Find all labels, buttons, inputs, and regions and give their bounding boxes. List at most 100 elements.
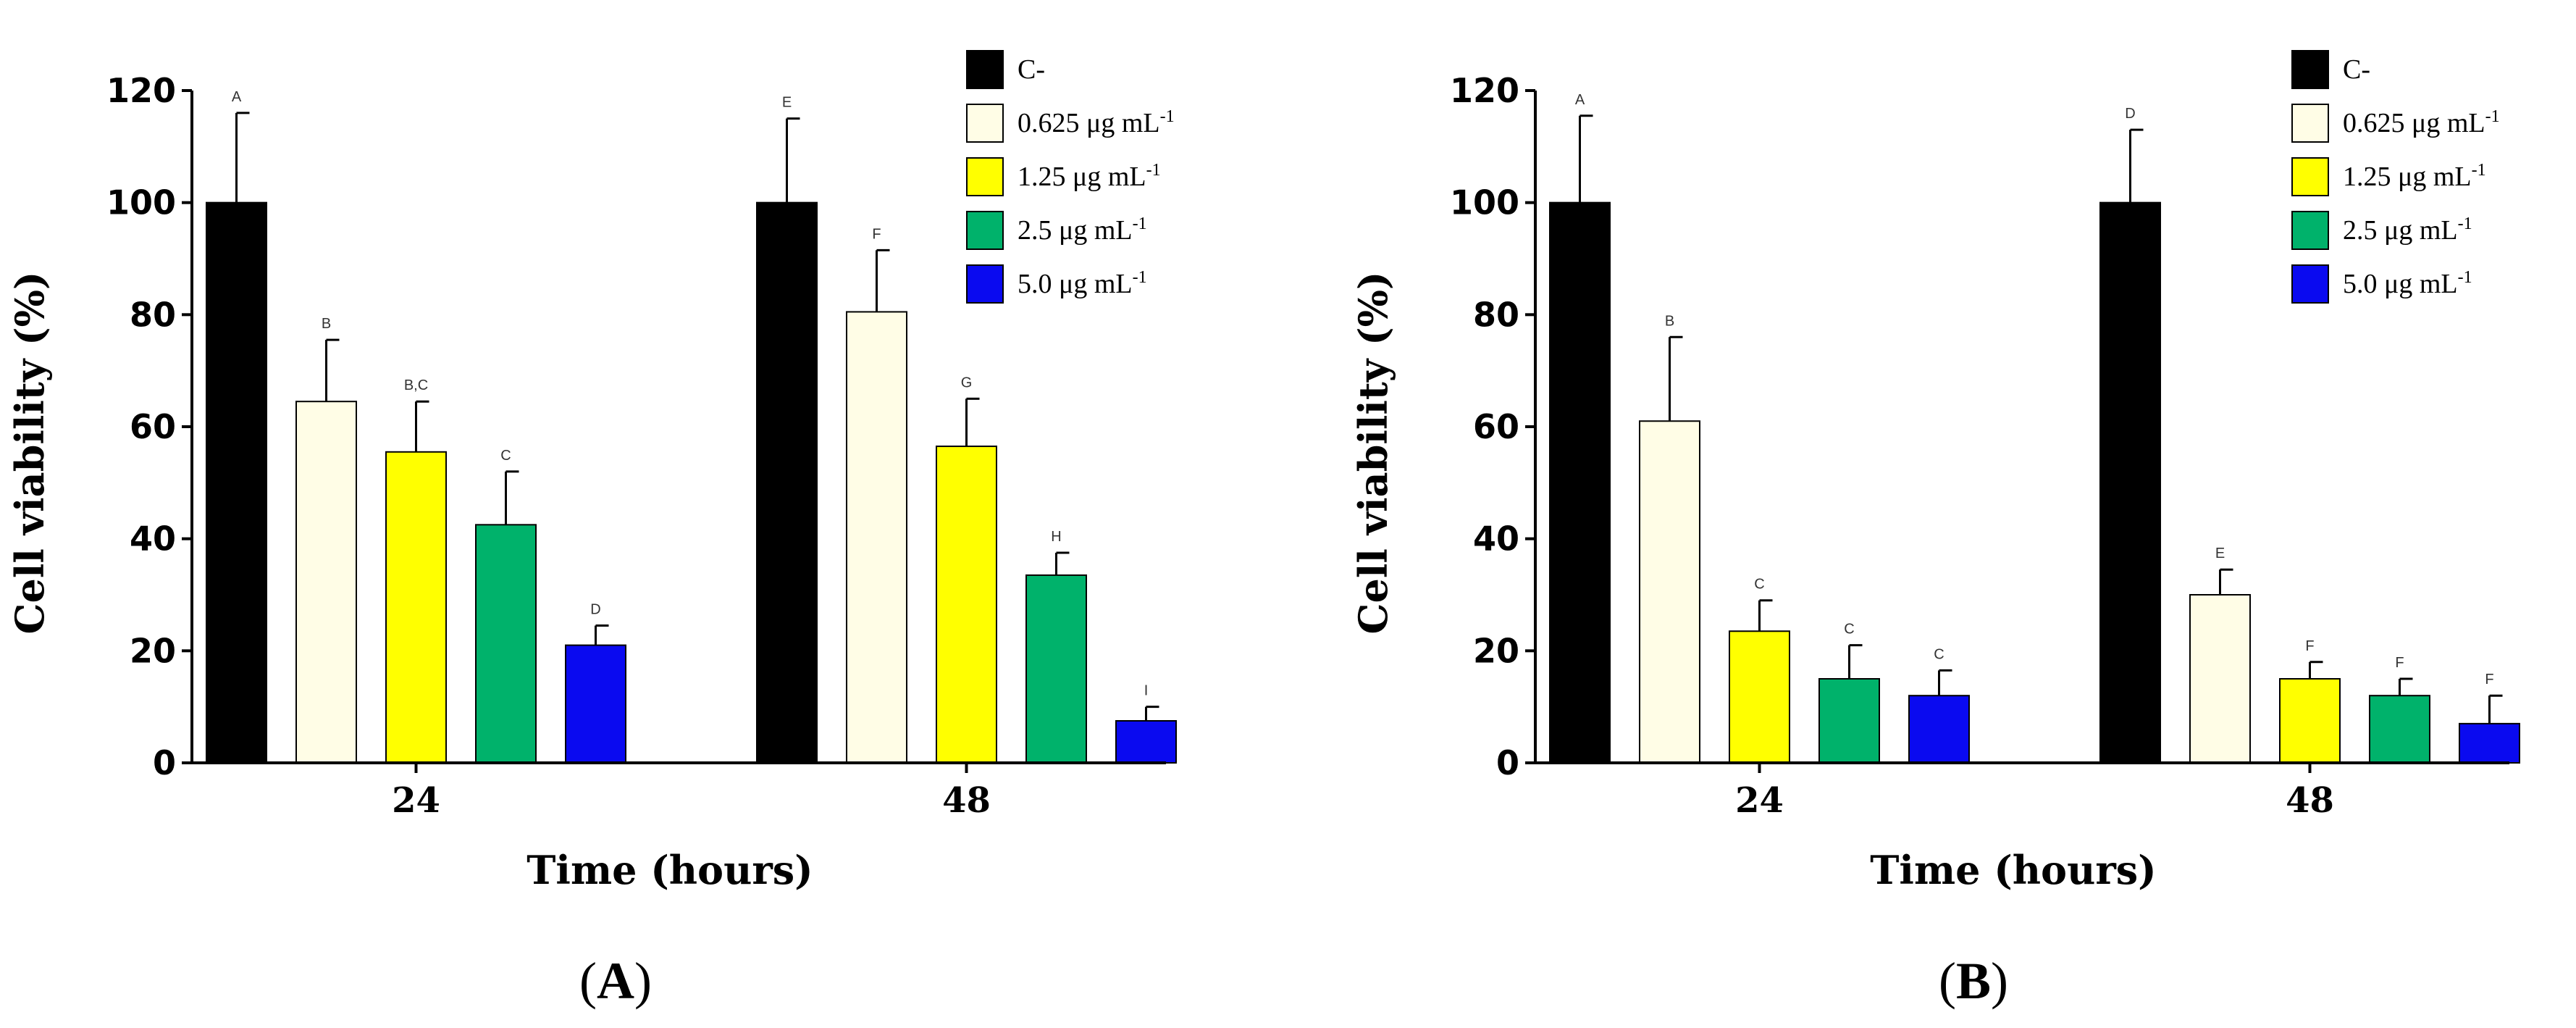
legend-swatch bbox=[966, 157, 1004, 196]
y-tick-label: 100 bbox=[1450, 183, 1519, 222]
x-axis-title-b: Time (hours) bbox=[1870, 847, 2156, 893]
significance-letter: H bbox=[1051, 529, 1061, 545]
legend-label-text: 5.0 μg mL bbox=[2343, 269, 2458, 299]
bar bbox=[2459, 722, 2520, 764]
significance-letter: C bbox=[500, 448, 511, 464]
legend-superscript: -1 bbox=[2472, 161, 2486, 180]
bar bbox=[295, 401, 357, 764]
bar bbox=[846, 311, 907, 764]
legend-label-text: C- bbox=[2343, 54, 2370, 85]
legend-label-text: 0.625 μg mL bbox=[2343, 108, 2485, 138]
legend-label: 0.625 μg mL-1 bbox=[1018, 107, 1175, 138]
legend-swatch bbox=[966, 264, 1004, 304]
significance-letter: E bbox=[782, 95, 792, 111]
bar bbox=[2099, 201, 2161, 764]
y-tick-label: 80 bbox=[130, 295, 176, 334]
bar bbox=[756, 201, 818, 764]
panel-letter-a: A bbox=[597, 952, 634, 1010]
significance-letter: B bbox=[1665, 313, 1674, 329]
bar bbox=[1639, 420, 1700, 764]
y-tick-label: 60 bbox=[130, 407, 176, 446]
legend-superscript: -1 bbox=[1146, 161, 1161, 180]
significance-letter: B,C bbox=[404, 377, 428, 393]
y-tick-label: 40 bbox=[1473, 519, 1519, 559]
legend-superscript: -1 bbox=[1133, 214, 1147, 233]
y-axis-title-b: Cell viability (%) bbox=[1350, 272, 1396, 635]
legend-label: 1.25 μg mL-1 bbox=[2343, 161, 2486, 192]
x-tick-label: 24 bbox=[392, 780, 440, 821]
bar bbox=[565, 644, 626, 764]
x-tick-label: 48 bbox=[2286, 780, 2334, 821]
significance-letter: I bbox=[1144, 683, 1149, 699]
significance-letter: G bbox=[961, 375, 973, 390]
significance-letter: D bbox=[2125, 106, 2135, 122]
significance-letter: D bbox=[590, 602, 600, 618]
significance-letter: C bbox=[1754, 577, 1764, 593]
bar bbox=[385, 451, 447, 764]
panel-label-a: (A) bbox=[579, 952, 652, 1010]
significance-letter: C bbox=[1844, 622, 1854, 638]
legend-swatch bbox=[2291, 50, 2329, 89]
significance-letter: A bbox=[232, 89, 242, 105]
significance-letter: A bbox=[1575, 92, 1585, 108]
y-tick-label: 120 bbox=[106, 71, 176, 110]
legend-label: 2.5 μg mL-1 bbox=[1018, 214, 1147, 246]
panel-label-b: (B) bbox=[1939, 952, 2008, 1010]
legend-a: C-0.625 μg mL-11.25 μg mL-12.5 μg mL-15.… bbox=[966, 50, 1175, 304]
legend-label: C- bbox=[2343, 54, 2370, 85]
significance-letter: F bbox=[2485, 672, 2493, 688]
bar bbox=[936, 446, 997, 764]
panel-letter-b: B bbox=[1956, 952, 1991, 1010]
legend-superscript: -1 bbox=[2458, 268, 2472, 287]
legend-superscript: -1 bbox=[2458, 214, 2472, 233]
bar bbox=[475, 524, 537, 764]
y-tick-label: 80 bbox=[1473, 295, 1519, 334]
legend-label: 5.0 μg mL-1 bbox=[1018, 268, 1147, 299]
x-tick-label: 48 bbox=[942, 780, 991, 821]
y-tick-label: 0 bbox=[153, 743, 176, 782]
bar bbox=[1729, 630, 1790, 764]
legend-label-text: 1.25 μg mL bbox=[2343, 162, 2472, 192]
significance-letter: F bbox=[2305, 638, 2314, 654]
legend-label-text: 0.625 μg mL bbox=[1018, 108, 1160, 138]
legend-swatch bbox=[2291, 104, 2329, 143]
significance-letter: B bbox=[322, 316, 331, 332]
legend-label-text: 1.25 μg mL bbox=[1018, 162, 1146, 192]
y-tick-label: 0 bbox=[1496, 743, 1519, 782]
legend-label-text: 5.0 μg mL bbox=[1018, 269, 1133, 299]
legend-label-text: 2.5 μg mL bbox=[2343, 215, 2458, 246]
legend-swatch bbox=[2291, 264, 2329, 304]
y-tick-label: 20 bbox=[130, 631, 176, 670]
legend-superscript: -1 bbox=[1133, 268, 1147, 287]
legend-label: 0.625 μg mL-1 bbox=[2343, 107, 2500, 138]
plot-a: 0 20 40 60 80 100 120 A B B,C C D 24 E F G H I 48 bbox=[106, 71, 1177, 821]
y-tick-label: 40 bbox=[130, 519, 176, 559]
panel-a: Cell viability (%) Time (hours) (A) C- 0.… bbox=[7, 50, 1177, 1010]
bar bbox=[2279, 678, 2341, 764]
x-tick-label: 24 bbox=[1735, 780, 1784, 821]
significance-letter: F bbox=[2395, 655, 2404, 671]
legend-superscript: -1 bbox=[1160, 107, 1175, 126]
panel-b: Cell viability (%) Time (hours) (B) C- 0.… bbox=[1350, 50, 2520, 1010]
legend-label-text: 2.5 μg mL bbox=[1018, 215, 1133, 246]
legend-b: C-0.625 μg mL-11.25 μg mL-12.5 μg mL-15.… bbox=[2291, 50, 2500, 304]
bar bbox=[2189, 594, 2251, 764]
y-tick-label: 120 bbox=[1450, 71, 1519, 110]
significance-letter: C bbox=[1934, 646, 1944, 662]
significance-letter: F bbox=[872, 226, 881, 242]
bar bbox=[1115, 720, 1177, 764]
bar bbox=[1549, 201, 1611, 764]
legend-swatch bbox=[966, 104, 1004, 143]
bar bbox=[1025, 574, 1087, 764]
legend-label: 1.25 μg mL-1 bbox=[1018, 161, 1161, 192]
legend-label: 5.0 μg mL-1 bbox=[2343, 268, 2472, 299]
legend-swatch bbox=[966, 50, 1004, 89]
legend-label-text: C- bbox=[1018, 54, 1045, 85]
legend-superscript: -1 bbox=[2485, 107, 2500, 126]
y-tick-label: 100 bbox=[106, 183, 176, 222]
bar bbox=[206, 201, 267, 764]
legend-label: 2.5 μg mL-1 bbox=[2343, 214, 2472, 246]
significance-letter: E bbox=[2215, 546, 2225, 561]
bar bbox=[2369, 695, 2430, 764]
